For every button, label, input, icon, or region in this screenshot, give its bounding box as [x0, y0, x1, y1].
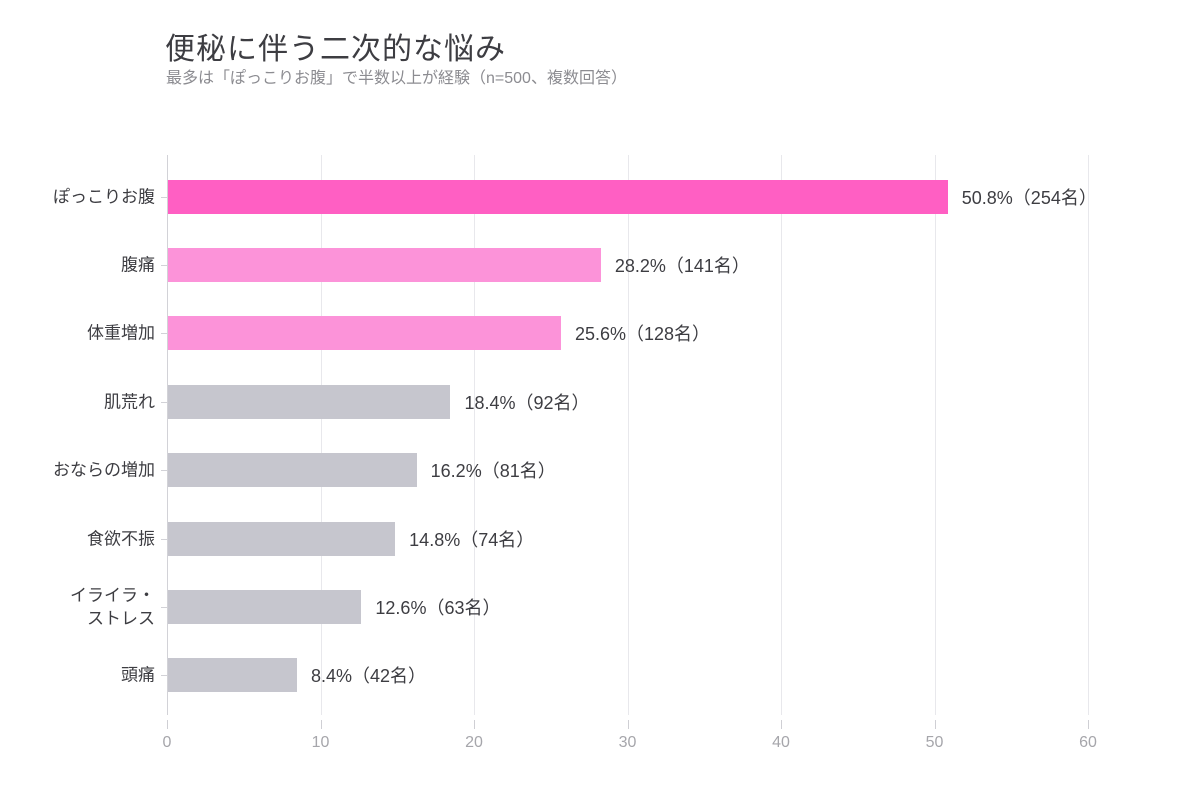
x-tick	[1088, 720, 1089, 729]
y-tick	[161, 333, 167, 335]
plot-area: 50.8%（254名） 28.2%（141名） 25.6%（128名） 18.4%（9…	[161, 155, 1130, 715]
x-tick	[167, 720, 168, 729]
y-tick	[161, 538, 167, 540]
value-label: 12.6%（63名）	[375, 597, 501, 618]
value-label: 28.2%（141名）	[614, 255, 750, 276]
category-label: 体重増加	[87, 323, 155, 343]
category-axis: ぽっこりお腹腹痛体重増加肌荒れおならの増加食欲不振イライラ・ ストレス頭痛	[0, 155, 167, 715]
category-label: 腹痛	[121, 255, 155, 275]
gridline	[1088, 155, 1089, 715]
bar	[168, 521, 396, 556]
x-tick-label: 60	[1079, 734, 1097, 751]
x-tick	[781, 720, 782, 729]
x-tick-label: 50	[925, 734, 944, 751]
value-label: 16.2%（81名）	[430, 461, 556, 482]
category-label: 頭痛	[121, 665, 155, 685]
bar	[168, 247, 601, 282]
category-label: おならの増加	[53, 460, 155, 480]
y-tick	[161, 470, 167, 472]
bar	[168, 179, 948, 214]
bar	[168, 453, 417, 488]
x-tick	[320, 720, 322, 729]
gridline	[320, 155, 322, 715]
y-tick	[161, 196, 167, 198]
bar	[168, 658, 297, 693]
y-tick	[161, 675, 167, 677]
x-tick	[474, 720, 475, 729]
x-tick-label: 40	[772, 734, 790, 751]
gridline	[781, 155, 782, 715]
x-tick-label: 20	[465, 734, 483, 751]
chart-title: 便秘に伴う二次的な悩み	[165, 33, 506, 66]
x-axis: 0 10 20 30 40 50 60	[163, 715, 1130, 765]
category-label: ぽっこりお腹	[53, 187, 155, 206]
category-label: 食欲不振	[87, 529, 155, 548]
value-label: 18.4%（92名）	[464, 392, 590, 413]
y-tick	[161, 401, 167, 403]
category-label: イライラ・ ストレス	[70, 585, 155, 628]
x-tick-label: 30	[618, 734, 637, 751]
y-tick	[161, 264, 167, 266]
bar	[168, 589, 362, 624]
gridline	[627, 155, 629, 715]
y-tick	[161, 606, 167, 608]
x-tick	[934, 720, 936, 729]
x-tick-label: 10	[311, 734, 330, 751]
bar	[168, 384, 451, 419]
x-tick-label: 0	[162, 734, 172, 751]
value-label: 14.8%（74名）	[409, 529, 535, 550]
chart-subtitle: 最多は「ぽっこりお腹」で半数以上が経験（n=500、複数回答）	[166, 70, 627, 87]
gridline	[934, 155, 936, 715]
x-tick	[627, 720, 629, 729]
gridline	[474, 155, 475, 715]
value-label: 25.6%（128名）	[574, 324, 711, 345]
category-label: 肌荒れ	[104, 392, 155, 412]
value-label: 8.4%（42名）	[310, 666, 426, 687]
y-axis-line	[167, 155, 168, 715]
bar	[168, 316, 561, 351]
value-label: 50.8%（254名）	[961, 187, 1097, 208]
